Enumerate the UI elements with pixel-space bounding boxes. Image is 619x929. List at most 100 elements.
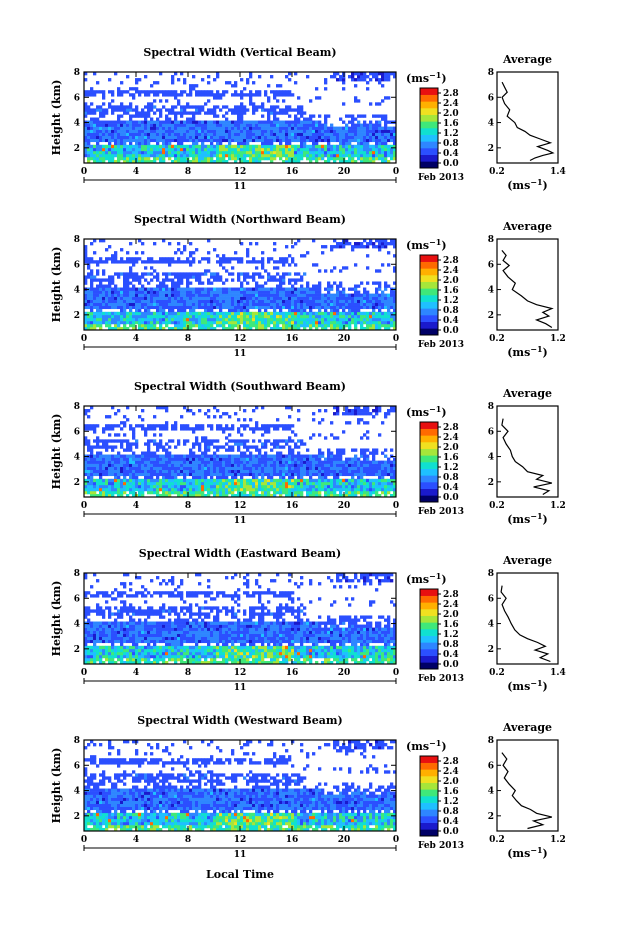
heatmap-cell [195, 272, 199, 276]
heatmap-cell [276, 120, 280, 124]
heatmap-cell [114, 254, 118, 258]
heatmap-cell [174, 275, 178, 279]
heatmap-cell [363, 320, 367, 325]
heatmap-cell [285, 257, 289, 261]
heatmap-cell [117, 481, 121, 486]
heatmap-cell [243, 418, 247, 422]
heatmap-cell [93, 156, 97, 161]
heatmap-cell [288, 132, 292, 136]
heatmap-cell [141, 290, 145, 294]
heatmap-cell [369, 78, 373, 82]
heatmap-cell [255, 287, 259, 291]
heatmap-cell [351, 78, 355, 82]
heatmap-cell [366, 135, 370, 140]
heatmap-cell [225, 135, 229, 140]
heatmap-cell [381, 132, 385, 136]
heatmap-cell [273, 293, 277, 297]
heatmap-cell [93, 147, 97, 152]
heatmap-cell [363, 132, 367, 136]
heatmap-cell [207, 147, 211, 152]
heatmap-cell [207, 293, 211, 297]
heatmap-cell [222, 302, 226, 307]
heatmap-cell [192, 114, 196, 118]
heatmap-cell [303, 290, 307, 294]
heatmap-cell [99, 481, 103, 486]
heatmap-cell [180, 123, 184, 127]
heatmap-cell [360, 296, 364, 300]
heatmap-cell [93, 430, 97, 434]
heatmap-cell [252, 299, 256, 303]
heatmap-cell [306, 117, 310, 121]
heatmap-cell [327, 293, 331, 297]
heatmap-cell [192, 117, 196, 121]
heatmap-cell [198, 314, 202, 319]
heatmap-cell [123, 299, 127, 303]
colorbar-segment [420, 261, 438, 269]
heatmap-cell [204, 123, 208, 127]
heatmap-cell [324, 296, 328, 300]
heatmap-cell [237, 272, 241, 276]
heatmap-cell [108, 314, 112, 319]
heatmap-cell [267, 317, 271, 322]
heatmap-cell [153, 126, 157, 130]
heatmap-cell [225, 469, 229, 474]
heatmap-cell [231, 466, 235, 470]
heatmap-cell [162, 311, 166, 316]
heatmap-cell [228, 311, 232, 316]
heatmap-cell [375, 138, 379, 143]
heatmap-cell [222, 281, 226, 285]
heatmap-cell [147, 159, 151, 164]
heatmap-cell [306, 135, 310, 140]
heatmap-cell [381, 317, 385, 322]
heatmap-cell [264, 293, 268, 297]
heatmap-cell [93, 126, 97, 130]
heatmap-cell [192, 275, 196, 279]
heatmap-cell [393, 245, 397, 249]
heatmap-cell [210, 320, 214, 325]
heatmap-cell [330, 308, 334, 313]
heatmap-cell [210, 469, 214, 474]
heatmap-cell [384, 302, 388, 307]
heatmap-cell [360, 141, 364, 146]
heatmap-cell [123, 126, 127, 130]
heatmap-cell [303, 120, 307, 124]
heatmap-cell [189, 272, 193, 276]
heatmap-cell [108, 415, 112, 419]
heatmap-cell [381, 135, 385, 140]
heatmap-cell [270, 153, 274, 158]
heatmap-cell [114, 72, 118, 76]
heatmap-cell [165, 126, 169, 130]
heatmap-cell [267, 153, 271, 158]
heatmap-cell [87, 484, 91, 489]
heatmap-cell [150, 451, 154, 455]
heatmap-cell [165, 290, 169, 294]
heatmap-cell [189, 242, 193, 246]
heatmap-cell [333, 281, 337, 285]
heatmap-cell [96, 439, 100, 443]
heatmap-cell [240, 493, 244, 498]
heatmap-cell [159, 493, 163, 498]
heatmap-cell [270, 147, 274, 152]
heatmap-cell [90, 144, 94, 149]
heatmap-cell [144, 478, 148, 483]
heatmap-cell [207, 448, 211, 452]
heatmap-cell [93, 454, 97, 458]
heatmap-cell [288, 120, 292, 124]
heatmap-cell [288, 159, 292, 164]
heatmap-cell [342, 126, 346, 130]
heatmap-cell [264, 466, 268, 470]
heatmap-cell [96, 293, 100, 297]
heatmap-cell [189, 305, 193, 310]
heatmap-cell [165, 132, 169, 136]
heatmap-cell [99, 296, 103, 300]
heatmap-cell [243, 484, 247, 489]
heatmap-cell [261, 314, 265, 319]
heatmap-cell [255, 427, 259, 431]
heatmap-cell [375, 78, 379, 82]
heatmap-cell [303, 311, 307, 316]
heatmap-cell [303, 308, 307, 313]
heatmap-cell [135, 126, 139, 130]
heatmap-cell [387, 159, 391, 164]
heatmap-cell [300, 311, 304, 316]
heatmap-cell [102, 293, 106, 297]
